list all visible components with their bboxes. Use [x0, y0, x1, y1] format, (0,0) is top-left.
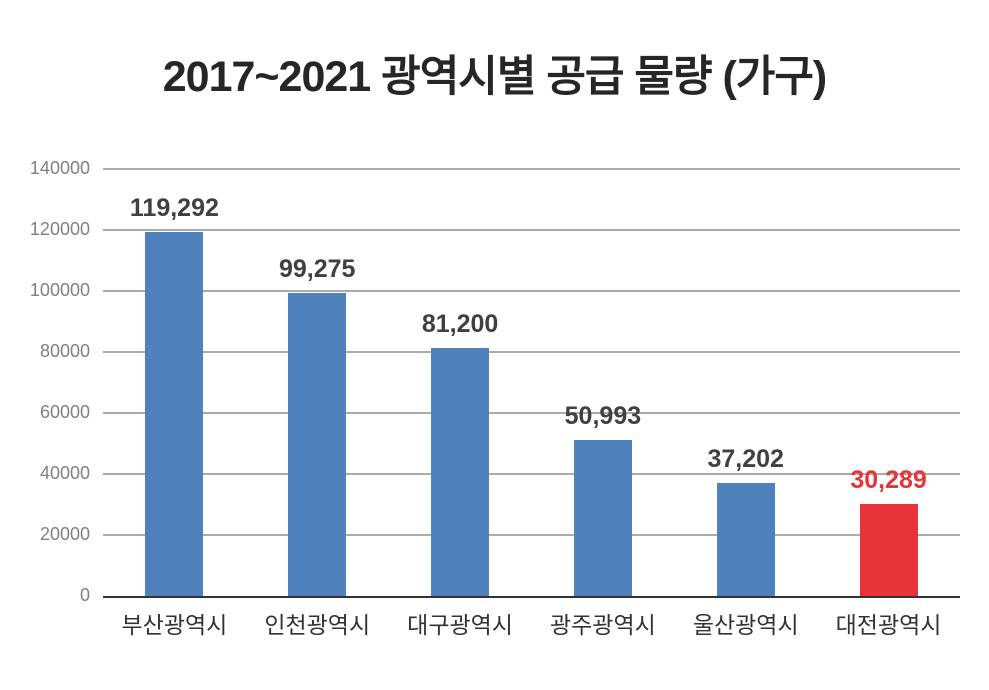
y-tick-label: 80000	[39, 341, 90, 362]
bar-column: 119,292	[103, 169, 246, 596]
gridline	[103, 534, 960, 537]
gridline	[103, 351, 960, 354]
bar-column: 30,289	[817, 169, 960, 596]
bar-column: 81,200	[389, 169, 532, 596]
y-tick-label: 40000	[39, 463, 90, 484]
bar-value-label: 50,993	[564, 402, 642, 431]
bar-value-label: 119,292	[129, 194, 219, 223]
x-tick-label: 대구광역시	[407, 612, 513, 638]
y-tick-label: 0	[79, 585, 90, 605]
bar-value-label: 30,289	[850, 465, 927, 494]
bar	[716, 482, 775, 596]
y-tick-label: 120000	[29, 219, 90, 239]
x-tick-label: 울산광역시	[692, 612, 799, 638]
y-axis-labels: 0 20000 40000 60000 80000 100000 120000 140000	[0, 158, 90, 605]
bar-column: 37,202	[674, 169, 817, 596]
y-tick-label: 140000	[29, 158, 90, 178]
gridline	[103, 412, 960, 414]
y-tick-label: 20000	[39, 524, 90, 545]
y-tick-label: 60000	[39, 402, 90, 422]
bar-column: 99,275	[246, 169, 389, 596]
x-tick-label: 광주광역시	[549, 612, 656, 638]
y-tick-label: 100000	[29, 280, 90, 300]
plot-area: 119,292 99,275 81,200 50,993 37,202 30,289	[103, 168, 960, 598]
bar	[431, 348, 490, 596]
bars-container: 119,292 99,275 81,200 50,993 37,202 30,289	[103, 169, 960, 596]
bar	[573, 440, 632, 596]
x-tick-label: 대전광역시	[835, 612, 942, 638]
bar-value-label: 81,200	[421, 310, 499, 339]
gridline	[103, 473, 960, 476]
gridline	[103, 168, 960, 170]
gridline	[103, 229, 960, 231]
x-axis-labels: 부산광역시 인천광역시 대구광역시 광주광역시 울산광역시 대전광역시	[103, 606, 960, 640]
gridline	[103, 290, 960, 292]
bar	[859, 503, 918, 596]
x-tick-label: 인천광역시	[264, 612, 371, 638]
bar-column: 50,993	[531, 169, 674, 596]
x-tick-label: 부산광역시	[121, 612, 228, 638]
bar-value-label: 99,275	[279, 255, 356, 284]
bar	[288, 293, 347, 596]
bar-value-label: 37,202	[707, 444, 784, 473]
bar	[145, 232, 204, 596]
chart-title: 2017~2021 광역시별 공급 물량 (가구)	[162, 53, 827, 101]
